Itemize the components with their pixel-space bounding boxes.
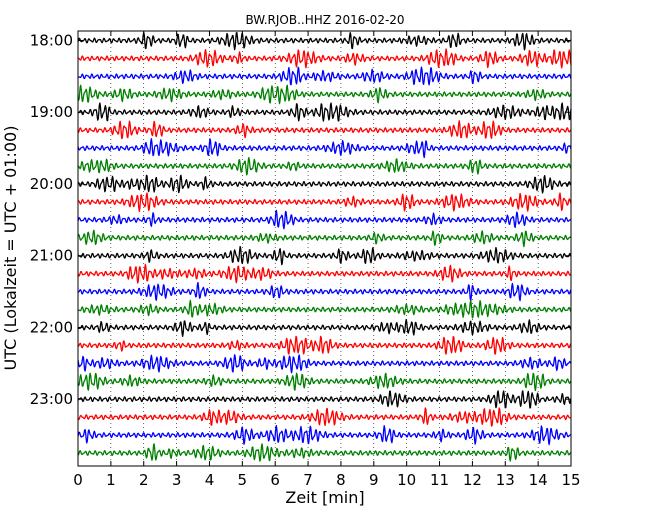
- trace-line: [77, 174, 572, 194]
- trace-line: [77, 281, 572, 302]
- trace-line: [77, 319, 572, 337]
- x-tick-label: 14: [529, 471, 548, 489]
- x-tick-label: 13: [496, 471, 515, 489]
- trace-line: [77, 299, 572, 319]
- trace-line: [77, 335, 572, 355]
- y-tick-label: 22:00: [30, 318, 73, 336]
- y-tick-label: 19:00: [30, 103, 73, 121]
- x-tick-label: 4: [205, 471, 215, 489]
- y-axis-label: UTC (Lokalzeit = UTC + 01:00): [1, 126, 20, 371]
- y-tick-label: 23:00: [30, 390, 73, 408]
- y-tick-label: 18:00: [30, 32, 73, 50]
- trace-line: [77, 192, 572, 213]
- x-tick-label: 0: [73, 471, 83, 489]
- x-tick-label: 7: [303, 471, 313, 489]
- x-tick-label: 9: [369, 471, 379, 489]
- trace-line: [77, 354, 572, 374]
- x-tick-label: 15: [561, 471, 580, 489]
- x-tick-label: 2: [139, 471, 149, 489]
- x-tick-label: 5: [238, 471, 248, 489]
- trace-line: [77, 209, 572, 230]
- x-tick-label: 11: [430, 471, 449, 489]
- x-tick-label: 10: [397, 471, 416, 489]
- trace-line: [77, 263, 572, 284]
- trace-line: [77, 48, 572, 69]
- x-tick-label: 6: [270, 471, 280, 489]
- x-tick-label: 12: [463, 471, 482, 489]
- trace-line: [77, 245, 572, 266]
- chart-title: BW.RJOB..HHZ 2016-02-20: [245, 13, 404, 27]
- y-tick-label: 21:00: [30, 247, 73, 265]
- x-axis-ticks: 0 1 2 3 4 5 6 7 8 9 10 11 12 13 14 15: [73, 31, 581, 489]
- trace-line: [77, 229, 572, 248]
- trace-line: [77, 102, 572, 122]
- y-axis-ticks: 18:00 19:00 20:00 21:00 22:00 23:00: [30, 32, 571, 408]
- x-axis-label: Zeit [min]: [285, 488, 364, 507]
- trace-line: [77, 425, 572, 446]
- trace-line: [77, 390, 572, 409]
- trace-line: [77, 31, 572, 51]
- trace-line: [77, 407, 572, 427]
- trace-line: [77, 443, 572, 462]
- trace-line: [77, 84, 572, 105]
- plot-frame: [77, 30, 572, 467]
- trace-line: [77, 120, 572, 140]
- x-tick-label: 8: [336, 471, 346, 489]
- grid-lines: [110, 31, 539, 466]
- trace-line: [77, 156, 572, 176]
- x-tick-label: 3: [172, 471, 182, 489]
- trace-line: [77, 66, 572, 86]
- seismic-traces: [77, 31, 572, 462]
- y-tick-label: 20:00: [30, 175, 73, 193]
- trace-line: [77, 372, 572, 392]
- trace-line: [77, 138, 572, 159]
- x-tick-label: 1: [106, 471, 116, 489]
